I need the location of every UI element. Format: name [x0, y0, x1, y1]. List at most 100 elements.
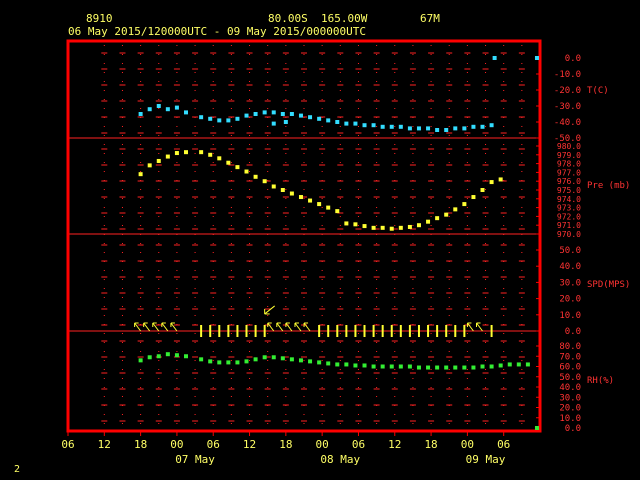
humidity-point [380, 364, 385, 369]
humidity-point [226, 360, 231, 365]
humidity-point [317, 360, 322, 365]
temperature-point [138, 112, 143, 116]
humidity-point [344, 362, 349, 367]
pressure-point [226, 160, 231, 165]
pressure-point [444, 212, 449, 217]
x-tick-label: 12 [243, 438, 256, 451]
humidity-point [289, 357, 294, 362]
y-tick-label: 975.0 [557, 186, 581, 195]
y-tick-label: 0.0 [565, 424, 581, 434]
y-axis-label: SPD(MPS) [587, 280, 630, 290]
temperature-point [289, 112, 294, 116]
humidity-point [534, 426, 539, 430]
date-label: 08 May [320, 453, 360, 466]
humidity-point [462, 365, 467, 370]
pressure-point [489, 180, 494, 185]
temperature-point [435, 128, 440, 132]
wind-barb-shaft [152, 322, 160, 332]
humidity-point [398, 364, 403, 369]
x-tick-label: 00 [461, 438, 474, 451]
temperature-point [353, 121, 358, 126]
humidity-point [435, 365, 440, 370]
humidity-point [498, 363, 503, 368]
humidity-point [335, 362, 340, 367]
pressure-point [498, 177, 503, 182]
y-tick-label: 976.0 [557, 177, 581, 186]
temperature-point [280, 112, 285, 116]
x-tick-label: 12 [388, 438, 401, 451]
humidity-point [389, 364, 394, 369]
x-tick-label: 18 [134, 438, 147, 451]
temperature-point [208, 116, 213, 121]
pressure-point [371, 225, 376, 230]
humidity-point [271, 355, 276, 360]
temperature-point [362, 123, 367, 128]
humidity-point [407, 364, 412, 369]
wind-barb [466, 322, 474, 332]
temperature-point [444, 128, 449, 132]
pressure-point [298, 195, 303, 200]
wind-barb [267, 322, 275, 332]
temperature-point [271, 121, 276, 126]
pressure-point [416, 223, 421, 228]
temperature-point [308, 115, 313, 120]
temperature-point [389, 124, 394, 129]
x-tick-label: 06 [207, 438, 220, 451]
humidity-point [298, 358, 303, 363]
date-label: 07 May [175, 453, 215, 466]
temperature-point [174, 105, 179, 110]
temperature-point [489, 123, 494, 128]
y-tick-label: 80.0 [559, 342, 581, 352]
wind-barb [294, 322, 302, 332]
humidity-point [165, 352, 170, 357]
y-tick-label: 40.0 [559, 383, 581, 393]
humidity-point [253, 357, 258, 362]
humidity-point [184, 354, 188, 359]
humidity-point [208, 359, 213, 364]
wind-barb-shaft [303, 322, 311, 332]
pressure-point [271, 184, 276, 189]
pressure-point [262, 179, 267, 184]
y-axis-label: Pre (mb) [587, 181, 630, 191]
pressure-point [426, 219, 431, 224]
humidity-point [489, 364, 494, 369]
humidity-point [244, 359, 249, 364]
plot-frame [66, 39, 542, 433]
humidity-point [416, 365, 421, 370]
wind-barb-shaft [294, 322, 302, 332]
pressure-point [253, 174, 258, 179]
station-elevation: 67M [420, 12, 440, 25]
pressure-point [280, 188, 285, 192]
pressure-point [407, 224, 412, 229]
y-tick-label: 60.0 [559, 363, 581, 373]
temperature-point [335, 120, 340, 124]
temperature-point [165, 107, 170, 112]
wind-barb-shaft [267, 322, 275, 332]
temperature-point [226, 118, 231, 123]
y-tick-label: 972.0 [557, 212, 581, 221]
x-tick-label: 06 [61, 438, 74, 451]
temperature-point [147, 107, 152, 112]
humidity-point [471, 365, 476, 370]
humidity-point [426, 365, 431, 370]
temperature-point [326, 118, 331, 123]
x-tick-label: 06 [497, 438, 510, 451]
pressure-point [317, 202, 322, 207]
x-tick-label: 18 [279, 438, 292, 451]
y-tick-label: 20.0 [559, 404, 581, 414]
wind-barb-shaft [170, 322, 178, 332]
y-tick-label: 974.0 [557, 195, 581, 204]
pressure-point [147, 163, 152, 168]
humidity-point [138, 358, 143, 363]
pressure-point [389, 226, 394, 231]
y-tick-label: -20.0 [554, 86, 581, 96]
wind-barb-shaft [143, 322, 151, 332]
pressure-point [165, 154, 170, 159]
temperature-point [217, 118, 222, 123]
temperature-point [534, 56, 539, 60]
time-range: 06 May 2015/120000UTC - 09 May 2015/0000… [68, 25, 367, 38]
pressure-point [138, 172, 143, 177]
humidity-point [480, 364, 485, 369]
temperature-point [344, 121, 349, 126]
temperature-point [416, 126, 421, 131]
